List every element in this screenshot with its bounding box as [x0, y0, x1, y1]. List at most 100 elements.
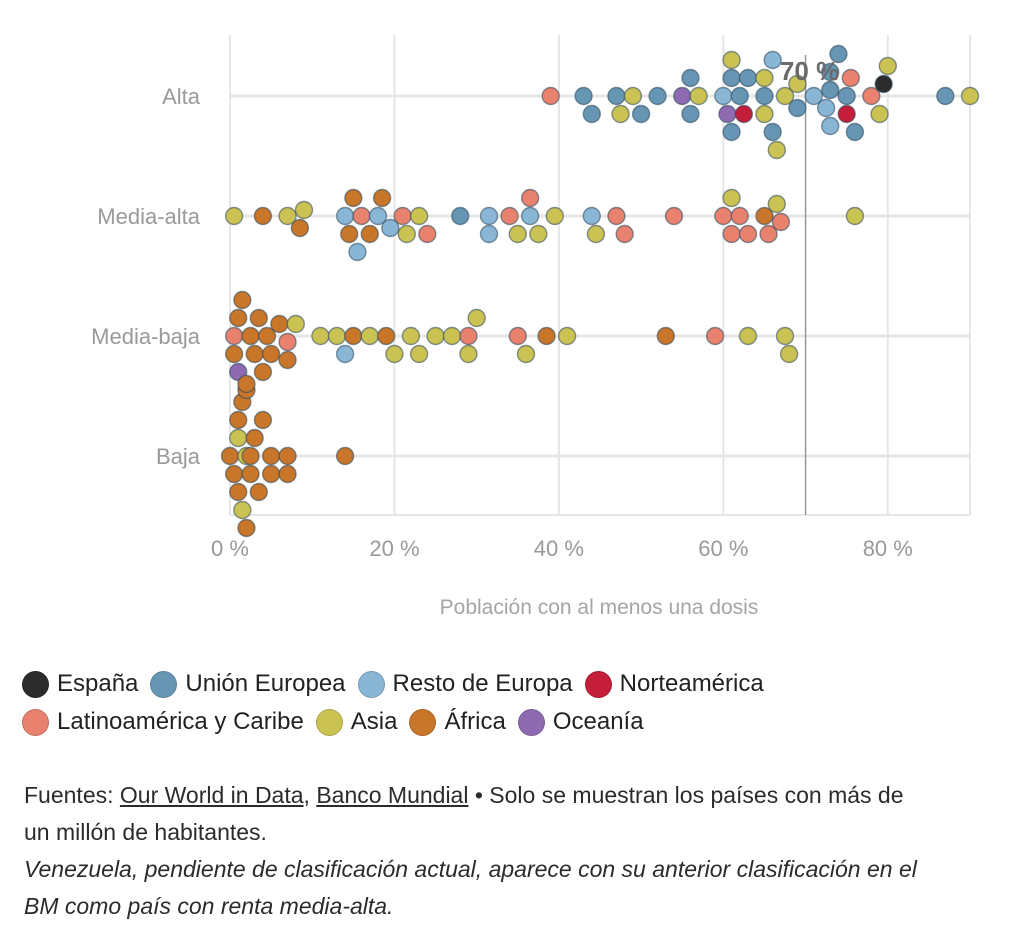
legend-swatch [22, 670, 49, 698]
data-point [537, 326, 556, 346]
data-point [730, 86, 749, 106]
data-point [681, 104, 700, 124]
data-point [681, 68, 700, 88]
data-point [870, 104, 889, 124]
data-point [261, 344, 281, 364]
data-point [348, 242, 367, 262]
data-point [788, 98, 807, 118]
gridlines [229, 35, 971, 516]
source-link-our-world-in-data[interactable]: Our World in Data [119, 782, 304, 808]
data-point [278, 332, 297, 352]
data-point [816, 98, 836, 118]
data-point [529, 224, 548, 244]
x-axis-label: Población con al menos una dosis [440, 596, 759, 619]
legend-item: África [409, 706, 506, 738]
data-point [442, 326, 462, 346]
source-link-banco-mundial[interactable]: Banco Mundial [316, 782, 469, 808]
data-point [327, 326, 347, 346]
data-point [393, 206, 412, 226]
data-point [381, 218, 400, 238]
data-point [335, 344, 355, 364]
legend-item: Resto de Europa [357, 668, 573, 700]
y-category-label: Media-baja [91, 324, 201, 349]
data-point [771, 212, 791, 232]
data-point [241, 464, 260, 484]
data-point [352, 206, 371, 226]
data-point [249, 308, 268, 328]
sources-prefix: Fuentes: [24, 782, 120, 808]
data-point [237, 518, 256, 538]
data-point [722, 68, 741, 88]
data-point [722, 224, 741, 244]
data-point [409, 344, 429, 364]
data-point [763, 122, 782, 142]
data-point [631, 104, 651, 124]
y-category-label: Media-alta [97, 204, 200, 229]
x-tick-label: 0 % [211, 536, 249, 561]
x-axis-ticks: 0 % 20 % 40 % 60 % 80 % [211, 536, 913, 561]
data-point [862, 86, 881, 106]
data-point [245, 428, 264, 448]
data-point [821, 116, 840, 136]
data-point [294, 200, 314, 220]
data-point [755, 86, 774, 106]
data-point [829, 44, 848, 64]
data-point [705, 326, 725, 346]
data-point [718, 104, 737, 124]
data-point [224, 344, 244, 364]
x-tick-label: 60 % [698, 536, 748, 561]
reference-line-label: 70 % [780, 56, 839, 86]
data-point [237, 374, 256, 394]
data-point [459, 344, 478, 364]
data-point [755, 104, 774, 124]
data-point [779, 344, 799, 364]
data-point [340, 224, 359, 244]
data-point [960, 86, 980, 106]
legend-label: Asia [350, 708, 398, 735]
legend-swatch [22, 708, 49, 736]
data-point [874, 74, 893, 94]
venezuela-note: Venezuela, pendiente de clasificación ac… [24, 856, 917, 919]
data-point [409, 206, 429, 226]
legend-label: Norteamérica [619, 670, 764, 697]
data-point [451, 206, 470, 226]
data-point [253, 206, 273, 226]
data-point [615, 224, 634, 244]
data-point [611, 104, 630, 124]
data-point [500, 206, 519, 226]
data-point [220, 446, 240, 466]
data-point [344, 326, 363, 346]
footer: Fuentes: Our World in Data, Banco Mundia… [24, 777, 924, 925]
data-point [245, 344, 264, 364]
data-point [233, 500, 252, 520]
data-point [656, 326, 675, 346]
legend-label: España [57, 670, 139, 697]
data-point [270, 314, 289, 334]
x-tick-label: 80 % [863, 536, 913, 561]
data-point [689, 86, 708, 106]
data-point [311, 326, 330, 346]
x-tick-label: 40 % [534, 536, 584, 561]
data-point [804, 86, 823, 106]
data-point [261, 464, 281, 484]
x-tick-label: 20 % [369, 536, 419, 561]
data-point [344, 188, 363, 208]
data-point [582, 104, 601, 124]
data-point [459, 326, 478, 346]
data-point [224, 206, 244, 226]
y-axis-labels: Alta Media-alta Media-baja Baja [91, 84, 201, 469]
data-point [738, 68, 758, 88]
data-point [722, 188, 741, 208]
data-point [241, 326, 260, 346]
data-point [821, 62, 840, 82]
data-point [545, 206, 564, 226]
data-point [335, 206, 355, 226]
data-point [841, 68, 860, 88]
data-point [397, 224, 416, 244]
data-point [936, 86, 955, 106]
data-point [607, 206, 626, 226]
legend-label: Oceanía [552, 708, 644, 735]
data-point [290, 218, 310, 238]
legend-label: Resto de Europa [392, 670, 573, 697]
data-point [582, 206, 601, 226]
